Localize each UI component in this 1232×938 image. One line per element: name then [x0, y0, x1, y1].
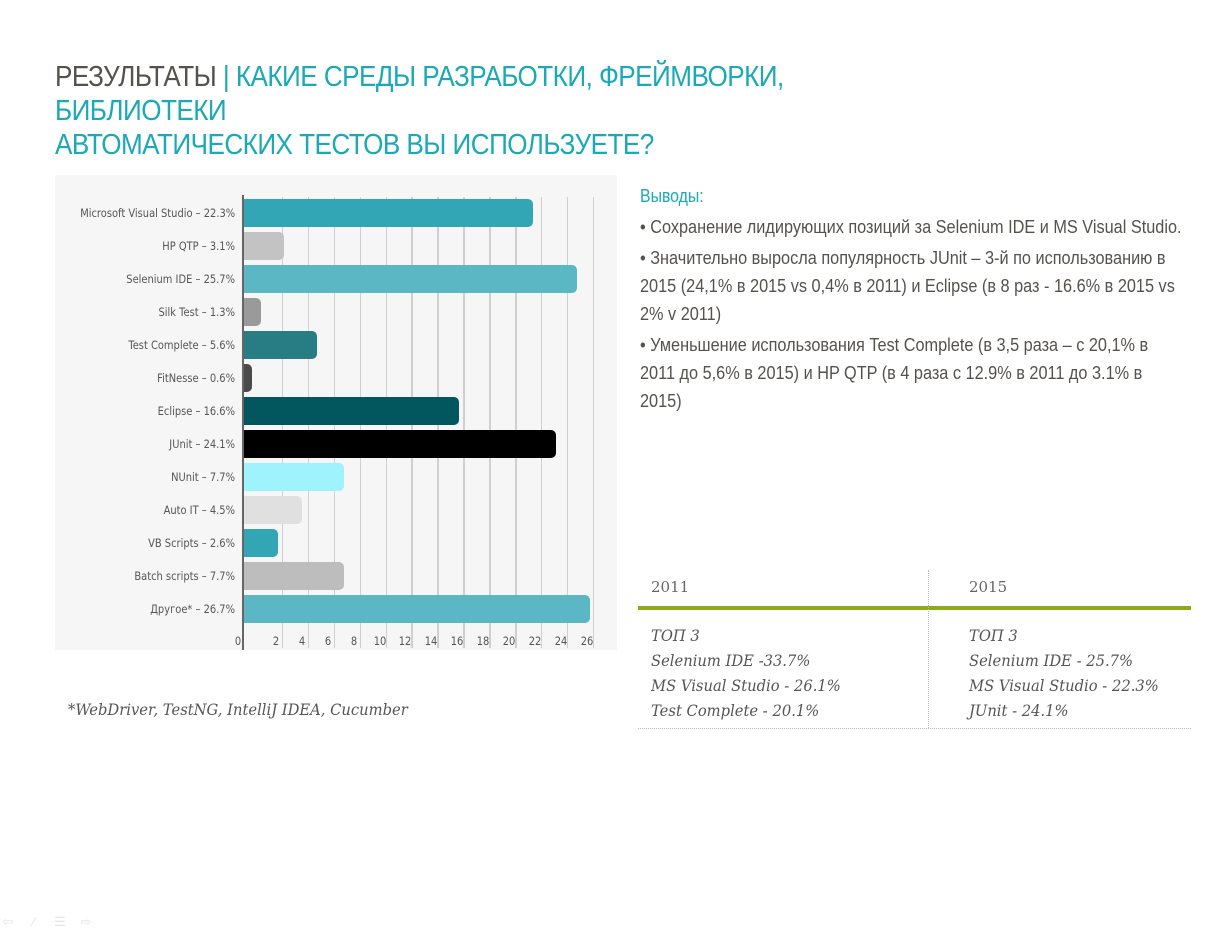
top3-item: MS Visual Studio - 22.3% — [969, 677, 1159, 695]
x-tick-label: 6 — [324, 634, 331, 648]
x-tick-label: 10 — [373, 634, 386, 648]
top3-label: ТОП 3 — [969, 627, 1018, 645]
bar — [244, 496, 303, 524]
column-2011-body: ТОП 3 Selenium IDE -33.7% MS Visual Stud… — [651, 624, 841, 724]
category-label: NUnit – 7.7% — [171, 470, 235, 484]
top3-label: ТОП 3 — [651, 627, 700, 645]
bar — [244, 199, 533, 227]
category-label: Test Complete – 5.6% — [128, 338, 235, 352]
x-tick-label: 14 — [424, 634, 438, 648]
column-2015-body: ТОП 3 Selenium IDE - 25.7% MS Visual Stu… — [969, 624, 1159, 724]
arrow-right-icon[interactable]: ⇨ — [80, 914, 92, 929]
bar-chart: Microsoft Visual Studio – 22.3% HP QTP – … — [55, 175, 617, 650]
top3-item: Selenium IDE -33.7% — [651, 652, 811, 670]
top3-item: JUnit - 24.1% — [969, 702, 1069, 720]
bar — [244, 298, 261, 326]
x-tick-label: 24 — [554, 634, 568, 648]
top3-item: Test Complete - 20.1% — [651, 702, 820, 720]
conclusion-bullet: • Сохранение лидирующих позиций за Selen… — [640, 216, 1182, 237]
column-year-2015: 2015 — [969, 578, 1008, 596]
column-divider — [928, 570, 929, 728]
footnote: *WebDriver, TestNG, IntelliJ IDEA, Cucum… — [68, 701, 408, 719]
x-tick-label: 8 — [350, 634, 357, 648]
conclusion-bullet: • Уменьшение использования Test Complete… — [640, 334, 1149, 411]
chart-y-axis — [242, 195, 244, 650]
title-line2: АВТОМАТИЧЕСКИХ ТЕСТОВ ВЫ ИСПОЛЬЗУЕТЕ? — [55, 129, 654, 161]
x-tick-label: 22 — [528, 634, 542, 648]
category-label: Eclipse – 16.6% — [157, 404, 235, 418]
gridline — [489, 197, 491, 648]
category-label: JUnit – 24.1% — [169, 437, 235, 451]
x-tick-label: 16 — [450, 634, 464, 648]
menu-icon[interactable]: ☰ — [54, 914, 66, 929]
bar — [244, 463, 344, 491]
bar — [244, 595, 590, 623]
slide-title: РЕЗУЛЬТАТЫ | КАКИЕ СРЕДЫ РАЗРАБОТКИ, ФРЕ… — [55, 60, 955, 162]
category-label: Selenium IDE – 25.7% — [126, 272, 235, 286]
comparison-table: 2011 2015 ТОП 3 Selenium IDE -33.7% MS V… — [638, 570, 1191, 730]
gridline — [592, 197, 595, 648]
category-label: Batch scripts – 7.7% — [134, 569, 235, 583]
column-year-2011: 2011 — [651, 578, 690, 596]
table-bottom-border — [638, 728, 1191, 729]
category-label: Другое* – 26.7% — [150, 602, 235, 616]
x-tick-label: 26 — [580, 634, 593, 648]
conclusion-bullet: • Значительно выросла популярность JUnit… — [640, 247, 1175, 324]
gridline — [515, 197, 517, 648]
x-tick-label: 18 — [476, 634, 490, 648]
chart-category-labels: Microsoft Visual Studio – 22.3% HP QTP – … — [55, 175, 235, 650]
bar — [244, 430, 557, 458]
slide-navigation: ⇦ ∕ ☰ ⇨ — [0, 912, 94, 932]
pen-icon[interactable]: ∕ — [32, 914, 36, 929]
x-tick-label: 4 — [298, 634, 305, 648]
category-label: HP QTP – 3.1% — [162, 239, 235, 253]
title-separator: | — [222, 61, 230, 93]
header-divider — [638, 606, 1191, 610]
category-label: Auto IT – 4.5% — [163, 503, 235, 517]
category-label: Microsoft Visual Studio – 22.3% — [80, 206, 236, 220]
bar — [244, 529, 278, 557]
bar — [244, 562, 344, 590]
top3-item: Selenium IDE - 25.7% — [969, 652, 1134, 670]
bar — [244, 331, 317, 359]
category-label: VB Scripts – 2.6% — [148, 536, 235, 550]
conclusions: Выводы: • Сохранение лидирующих позиций … — [640, 186, 1200, 418]
x-tick-label: 2 — [272, 634, 280, 648]
gridline — [463, 197, 465, 648]
x-tick-label: 12 — [399, 634, 412, 648]
gridline — [540, 197, 543, 648]
top3-item: MS Visual Studio - 26.1% — [651, 677, 841, 695]
bar — [244, 364, 252, 392]
category-label: Silk Test – 1.3% — [158, 305, 235, 319]
conclusions-heading: Выводы: — [640, 186, 704, 206]
bar — [244, 265, 577, 293]
gridline — [566, 197, 569, 648]
title-prefix: РЕЗУЛЬТАТЫ — [55, 61, 217, 93]
bar — [244, 232, 285, 260]
title-line1: КАКИЕ СРЕДЫ РАЗРАБОТКИ, ФРЕЙМВОРКИ, БИБЛ… — [55, 61, 784, 127]
category-label: FitNesse – 0.6% — [157, 371, 235, 385]
bar — [244, 397, 459, 425]
x-tick-label: 0 — [234, 634, 242, 648]
arrow-left-icon[interactable]: ⇦ — [2, 914, 14, 929]
x-tick-label: 20 — [502, 634, 516, 648]
